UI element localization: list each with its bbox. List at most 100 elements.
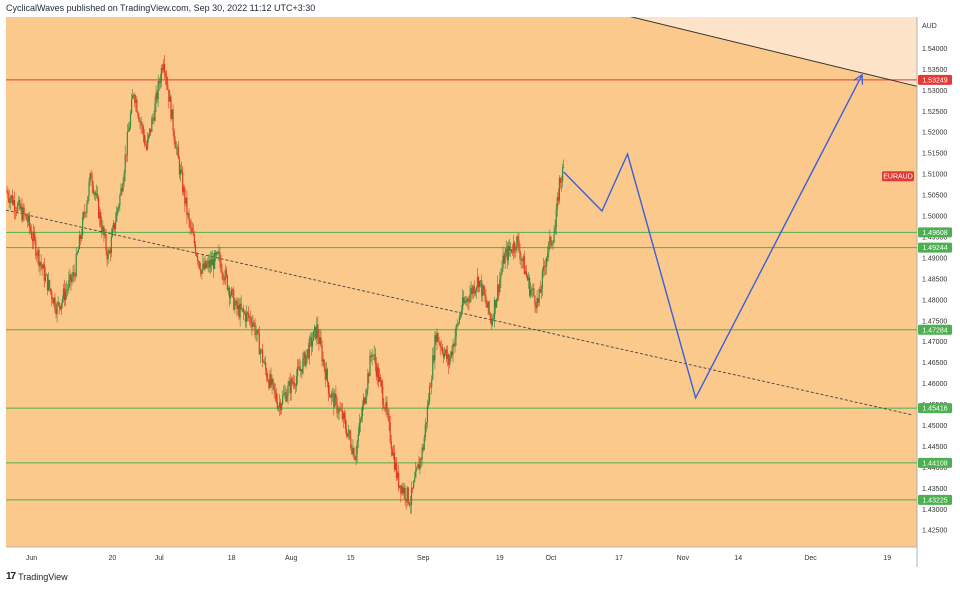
candle-body [415,469,417,479]
candle-body [126,131,128,155]
plot-area[interactable] [6,15,917,547]
y-tick-label: 1.53000 [922,88,947,95]
y-tick-label: 1.42500 [922,528,947,535]
upper-shaded-area [623,17,917,87]
candle-body [446,349,448,359]
y-tick-label: 1.43000 [922,507,947,514]
candle-body [332,392,334,394]
candle-body [467,298,469,302]
candle-body [100,212,102,226]
x-axis[interactable]: Jun 20 Jul 18 Aug 15 Sep 19 Oct 17 Nov 14 Dec 19 [26,555,891,562]
candle-body [54,297,56,310]
candle-body [232,289,234,291]
candle-body [167,84,169,90]
candle-body [124,154,126,173]
candle-body [351,447,353,454]
candle-body [312,330,315,341]
candle-body [103,226,105,236]
candle-body [338,408,340,413]
candle-body [200,268,202,274]
candle-body [537,298,539,303]
candle-body [234,303,236,310]
candle-body [306,349,308,356]
candle-body [163,64,166,74]
candle-body [323,359,325,369]
candle-body [515,250,517,251]
y-tick-label: 1.50000 [922,214,947,221]
candle-body [519,250,521,260]
candle-body [235,300,237,304]
candle-body [342,413,344,420]
candle-body [382,386,384,404]
candle-body [51,291,53,299]
candle-body [343,413,346,419]
candle-body [401,486,403,494]
candle-body [29,227,32,232]
candle-body [89,173,91,183]
candle-body [482,285,484,297]
candle-body [49,280,51,289]
candle-body [55,309,57,315]
candle-body [227,287,230,290]
candle-body [409,504,412,506]
descending-resistance-line[interactable] [623,15,917,87]
candle-body [460,310,463,315]
candle-body [364,397,366,404]
candle-body [348,430,350,434]
x-tick-label: 19 [883,555,891,562]
candle-body [236,300,238,309]
candle-body [142,126,144,135]
candle-body [199,261,201,269]
candle-body [281,403,283,410]
candle-body [392,452,394,456]
candle-body [106,250,108,260]
y-tick-label: 1.52500 [922,109,947,116]
price-tags: 1.53249 1.49608 1.49244 1.47284 1.45416 1.441… [882,74,952,505]
candle-body [165,73,167,77]
candle-body [286,395,288,402]
candle-body [511,252,514,253]
candle-body [331,393,333,398]
candle-body [322,359,324,362]
candle-body [480,280,482,281]
projection-path[interactable] [563,76,862,400]
symbol-tag: EURAUD [883,174,913,181]
candle-body [160,67,162,82]
candle-body [204,260,206,269]
candle-body [317,324,319,338]
candle-body [426,405,429,423]
candle-body [481,280,483,297]
candle-body [190,227,192,228]
candle-body [421,447,423,460]
candle-body [11,195,13,205]
candle-body [67,288,69,291]
candle-body [37,250,39,256]
support-price-tag-3-bg [918,403,952,414]
candle-body [475,287,477,291]
candle-body [205,260,207,268]
x-tick-label: Nov [677,555,690,562]
candle-body [121,188,123,192]
candle-body [283,393,285,396]
candle-body [47,280,50,291]
candle-body [176,147,178,148]
candle-body [156,92,158,100]
candle-body [544,266,547,268]
candle-body [320,337,322,346]
candle-body [452,344,454,356]
candle-body [500,273,502,280]
candle-body [97,197,100,219]
candle-body [529,277,531,296]
candle-body [229,294,232,299]
y-tick-label: 1.53500 [922,67,947,74]
candle-body [239,303,241,318]
candle-body [221,271,223,274]
candle-body [434,335,436,361]
y-tick-label: 1.44500 [922,444,947,451]
candle-body [435,335,437,343]
candle-body [414,478,416,482]
candle-body [255,333,257,335]
candle-body [388,415,390,423]
candle-body [439,342,441,348]
